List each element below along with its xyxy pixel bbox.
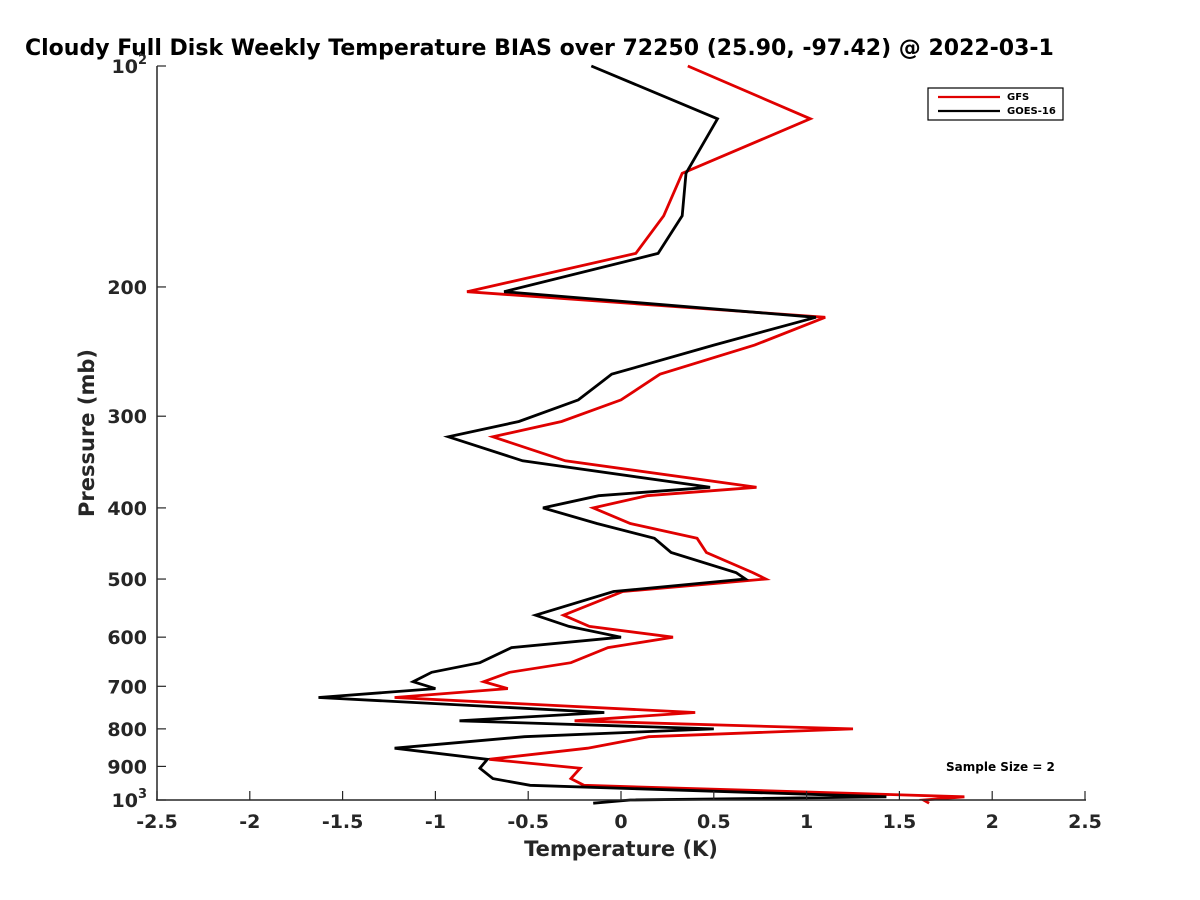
- y-tick-label: 400: [107, 498, 147, 520]
- x-tick-label: -0.5: [507, 811, 549, 833]
- x-tick-label: 2: [986, 811, 999, 833]
- x-tick-label: -2.5: [136, 811, 178, 833]
- series-line-gfs: [394, 64, 965, 805]
- series-line-goes16: [318, 64, 887, 805]
- x-axis-ticks: -2.5 -2 -1.5 -1 -0.5 0 0.5 1 1.5 2 2.5: [136, 791, 1102, 833]
- x-tick-label: -2: [239, 811, 260, 833]
- legend-label-gfs: GFS: [1007, 92, 1029, 103]
- sample-size-annotation: Sample Size = 2: [946, 760, 1055, 774]
- y-tick-label: 500: [107, 569, 147, 591]
- legend: GFS GOES-16: [927, 87, 1064, 121]
- x-tick-label: -1.5: [322, 811, 364, 833]
- plot-area: [318, 64, 965, 805]
- x-tick-label: 2.5: [1068, 811, 1102, 833]
- chart-title: Cloudy Full Disk Weekly Temperature BIAS…: [25, 36, 1054, 61]
- y-tick-label: 800: [107, 719, 147, 741]
- x-axis-label: Temperature (K): [524, 837, 718, 861]
- legend-box: [927, 87, 1064, 121]
- legend-label-goes16: GOES-16: [1007, 106, 1056, 117]
- x-tick-label: -1: [425, 811, 446, 833]
- x-tick-label: 0.5: [697, 811, 731, 833]
- y-tick-label: 700: [107, 676, 147, 698]
- y-axis-label: Pressure (mb): [75, 349, 99, 517]
- y-axis-ticks: 102 200 300 400 500 600 700 800 900 103: [107, 53, 166, 812]
- x-tick-label: 1: [800, 811, 813, 833]
- x-tick-label: 0: [614, 811, 627, 833]
- y-tick-label: 300: [107, 406, 147, 428]
- y-tick-label: 200: [107, 277, 147, 299]
- y-tick-label: 600: [107, 627, 147, 649]
- y-tick-label: 102: [112, 53, 148, 78]
- y-tick-label: 103: [112, 787, 148, 812]
- y-tick-label: 900: [107, 756, 147, 778]
- x-tick-label: 1.5: [883, 811, 917, 833]
